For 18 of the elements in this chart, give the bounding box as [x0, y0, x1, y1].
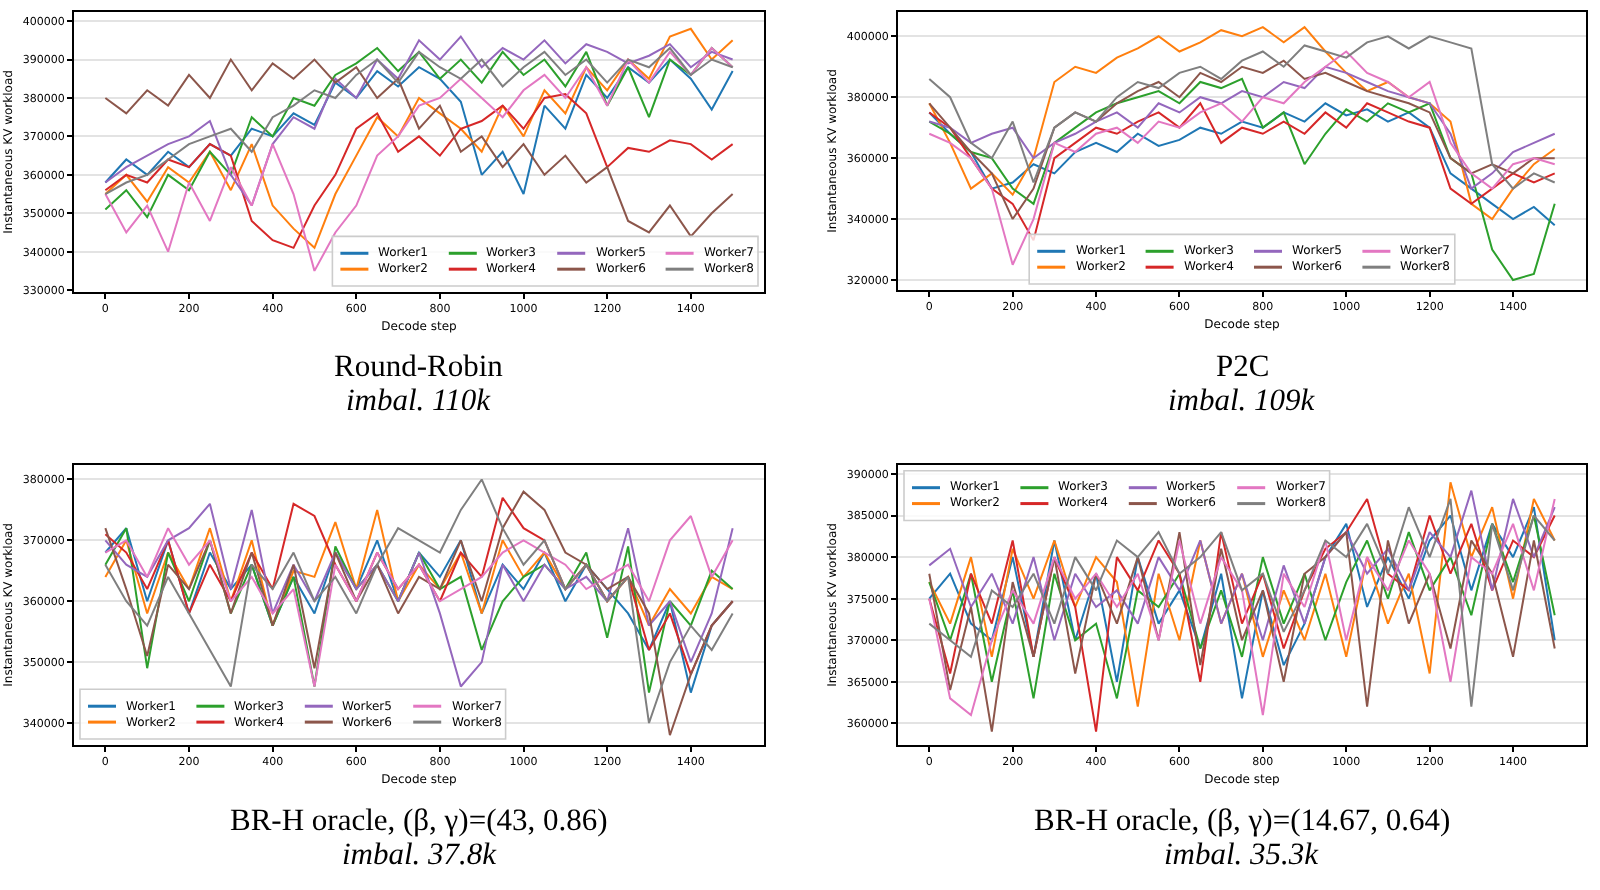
line-series [928, 35, 1556, 190]
line-series [928, 26, 1556, 221]
text: imbal. 35.3k [1164, 838, 1321, 872]
text: Round-Robin [334, 350, 504, 384]
text: imbal. 110k [346, 384, 493, 418]
line-series [928, 489, 1556, 642]
text: imbal. 37.8k [342, 838, 499, 872]
line-series [104, 93, 734, 249]
line-series [104, 508, 734, 627]
line-series [104, 27, 734, 249]
line-series [928, 65, 1556, 190]
text: imbal. 109k [1168, 384, 1317, 418]
text: BR-H oracle, (β, γ)=(14.67, 0.64) [1034, 804, 1451, 838]
line-series [928, 59, 1556, 221]
text: P2C [1216, 350, 1270, 384]
text: BR-H oracle, (β, γ)=(43, 0.86) [230, 804, 608, 838]
line-series [928, 77, 1556, 281]
line-series [104, 58, 734, 238]
